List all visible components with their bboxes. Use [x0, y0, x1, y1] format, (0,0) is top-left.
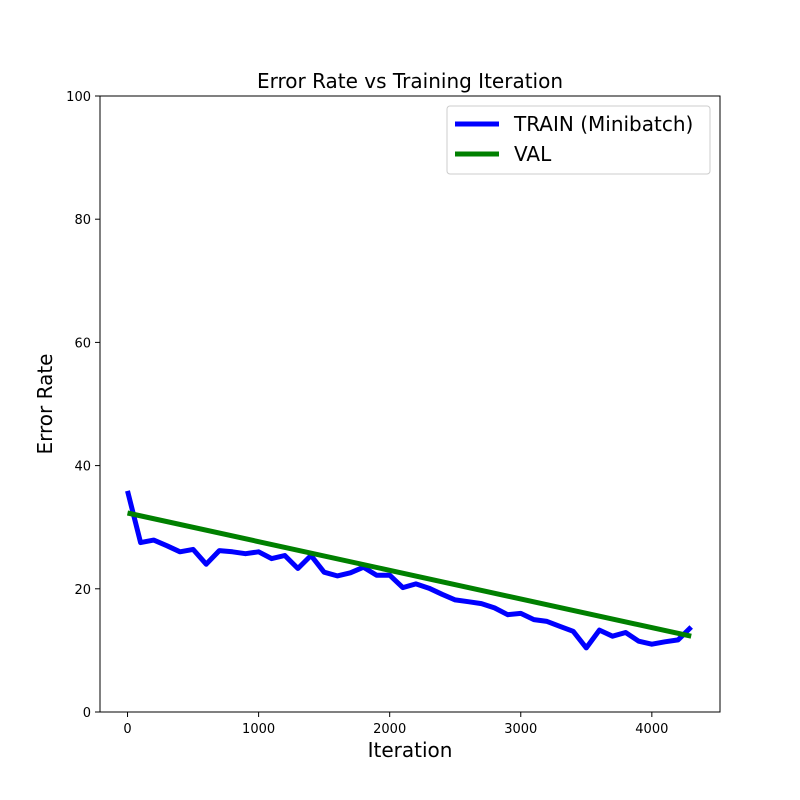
- x-tick-label: 1000: [242, 722, 275, 737]
- x-tick-label: 0: [123, 722, 131, 737]
- axes-frame: [99, 95, 721, 713]
- legend: TRAIN (Minibatch) VAL: [446, 105, 711, 175]
- x-tick-label: 3000: [504, 722, 537, 737]
- chart-title: Error Rate vs Training Iteration: [257, 69, 563, 93]
- plot-area: [125, 490, 693, 651]
- y-tick-label: 0: [83, 706, 91, 721]
- series-line-val: [126, 510, 692, 639]
- legend-label-train: TRAIN (Minibatch): [513, 112, 693, 136]
- x-tick-label: 4000: [635, 722, 668, 737]
- y-tick-label: 100: [66, 90, 91, 105]
- legend-label-val: VAL: [514, 142, 552, 166]
- y-tick-label: 40: [74, 460, 91, 475]
- series-line-train: [125, 490, 693, 651]
- y-tick-label: 60: [74, 336, 91, 351]
- y-tick-label: 20: [74, 583, 91, 598]
- x-axis-label: Iteration: [368, 738, 453, 762]
- y-axis-label: Error Rate: [33, 354, 57, 455]
- x-tick-label: 2000: [373, 722, 406, 737]
- legend-box: [446, 105, 711, 175]
- axes: 0 1000 2000 3000 4000 0 20 40 60 80 100: [66, 90, 721, 737]
- y-tick-label: 80: [74, 213, 91, 228]
